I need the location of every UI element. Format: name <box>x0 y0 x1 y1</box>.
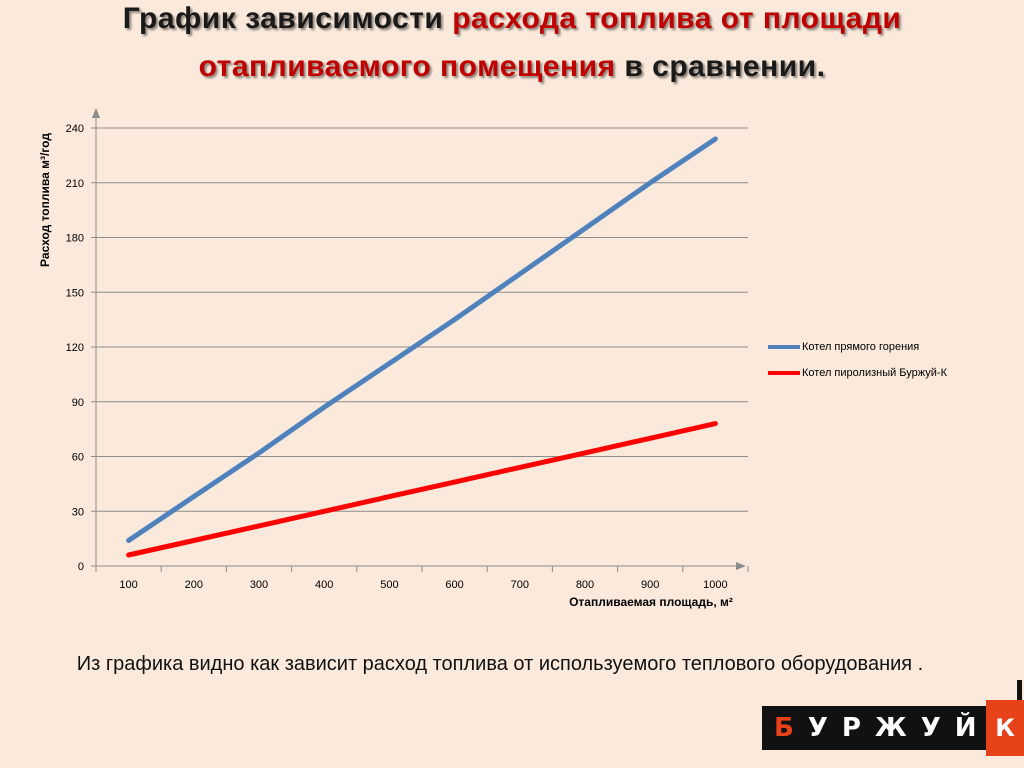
chart-title-line-2: отапливаемого помещения в сравнении. <box>0 50 1024 84</box>
legend-item-direct-burn: Котел прямого горения <box>768 340 947 354</box>
x-tick-label-600: 600 <box>445 579 463 591</box>
y-tick-label-30: 30 <box>72 506 84 518</box>
y-tick-label-0: 0 <box>78 561 84 573</box>
caption-text: Из графика видно как зависит расход топл… <box>76 653 924 675</box>
tick-labels: 0 30 60 90 120 150 180 210 240 100 200 300 400 500 600… <box>66 123 728 591</box>
y-tick-label-240: 240 <box>66 123 84 135</box>
y-tick-label-120: 120 <box>66 342 84 354</box>
legend-label-direct-burn: Котел прямого горения <box>802 341 920 353</box>
y-tick-label-210: 210 <box>66 178 84 190</box>
x-tick-label-1000: 1000 <box>703 579 727 591</box>
logo-stripe <box>1017 680 1022 700</box>
y-axis-label: Расход топлива м³/год <box>38 133 52 267</box>
title-part-red-1: расхода топлива от площади <box>452 2 902 35</box>
y-tick-label-90: 90 <box>72 397 84 409</box>
x-tick-label-300: 300 <box>250 579 268 591</box>
series-line-1 <box>126 421 718 558</box>
chart-title-line-1: График зависимости расхода топлива от пл… <box>0 2 1024 36</box>
axes <box>91 108 749 572</box>
x-axis-label: Отапливаемая площадь, м² <box>569 595 733 609</box>
title-part-dark-1: График зависимости <box>122 2 453 35</box>
logo-wordmark: БУРЖУЙ <box>762 713 991 743</box>
y-tick-label-180: 180 <box>66 233 84 245</box>
series-line-0 <box>126 136 718 543</box>
x-tick-label-700: 700 <box>511 579 529 591</box>
chart-legend: Котел прямого горения Котел пиролизный Б… <box>768 340 947 392</box>
x-tick-label-500: 500 <box>380 579 398 591</box>
legend-label-pyrolysis: Котел пиролизный Буржуй-К <box>802 367 947 379</box>
x-tick-label-900: 900 <box>641 579 659 591</box>
legend-swatch-pyrolysis <box>768 371 800 375</box>
x-tick-label-400: 400 <box>315 579 333 591</box>
line-chart: 0 30 60 90 120 150 180 210 240 100 200 300 400 500 600… <box>38 108 749 609</box>
y-tick-label-150: 150 <box>66 287 84 299</box>
grid-lines <box>96 127 748 512</box>
logo-suffix: К <box>986 700 1024 756</box>
x-axis-arrow <box>736 562 746 570</box>
y-axis-arrow <box>92 108 100 118</box>
x-tick-label-800: 800 <box>576 579 594 591</box>
title-part-red-2: отапливаемого помещения <box>198 50 616 83</box>
logo-first-letter: Б <box>774 713 808 743</box>
title-part-dark-2: в сравнении. <box>615 50 826 83</box>
logo-rest: УРЖУЙ <box>807 713 991 743</box>
legend-item-pyrolysis: Котел пиролизный Буржуй-К <box>768 366 947 380</box>
legend-swatch-direct-burn <box>768 345 800 349</box>
x-tick-label-200: 200 <box>185 579 203 591</box>
series-lines <box>126 136 718 558</box>
brand-logo: БУРЖУЙ К <box>762 680 1024 756</box>
y-tick-label-60: 60 <box>72 452 84 464</box>
x-tick-label-100: 100 <box>119 579 137 591</box>
